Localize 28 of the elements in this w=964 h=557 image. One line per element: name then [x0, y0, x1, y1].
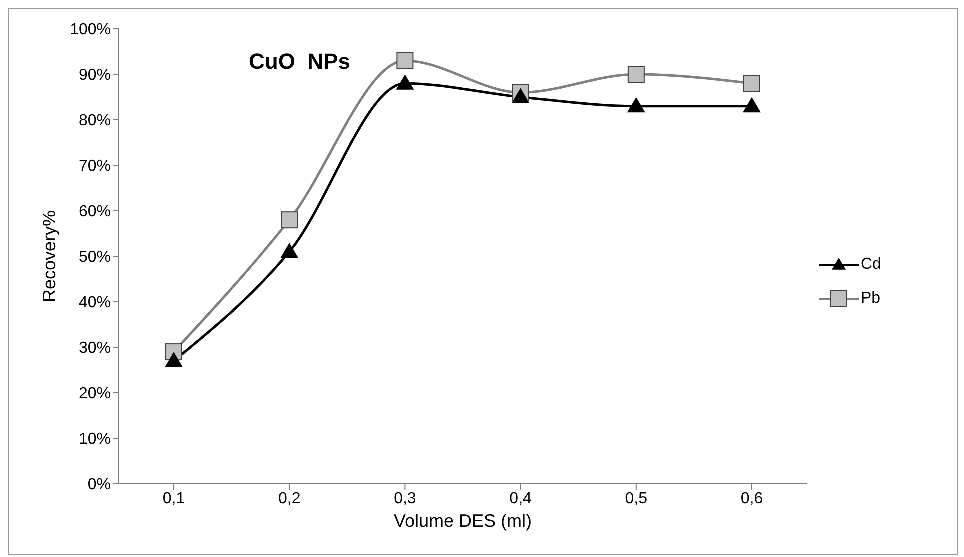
point	[512, 88, 530, 104]
x-tick-label: 0,1	[162, 490, 186, 508]
legend-label: Pb	[861, 290, 881, 308]
point	[743, 97, 761, 113]
y-tick-label: 50%	[78, 249, 111, 266]
y-tick-label: 0%	[88, 476, 111, 494]
y-tick-label: 100%	[70, 22, 111, 39]
y-tick-label: 60%	[78, 204, 111, 221]
x-tick-label: 0,2	[278, 490, 301, 508]
x-axis-title: Volume DES (ml)	[394, 510, 532, 531]
x-tick-label: 0,3	[394, 490, 416, 508]
x-tick-label: 0,4	[510, 490, 532, 508]
x-tick-label: 0,6	[740, 490, 764, 508]
y-tick-label: 90%	[78, 67, 111, 84]
y-tick-label: 70%	[78, 158, 111, 176]
y-tick-label: 80%	[78, 112, 111, 130]
y-tick-label: 40%	[78, 294, 111, 312]
point	[165, 352, 183, 368]
point	[396, 74, 414, 90]
y-axis-title: Recovery%	[39, 210, 60, 303]
y-tick-label: 10%	[78, 431, 111, 448]
y-tick-label: 20%	[78, 386, 111, 403]
y-tick-label: 30%	[78, 340, 111, 358]
text: CuO NPs	[249, 49, 350, 74]
point	[280, 242, 299, 258]
point	[627, 97, 646, 113]
x-tick-label: 0,5	[625, 490, 648, 508]
legend-label: Cd	[861, 256, 882, 274]
